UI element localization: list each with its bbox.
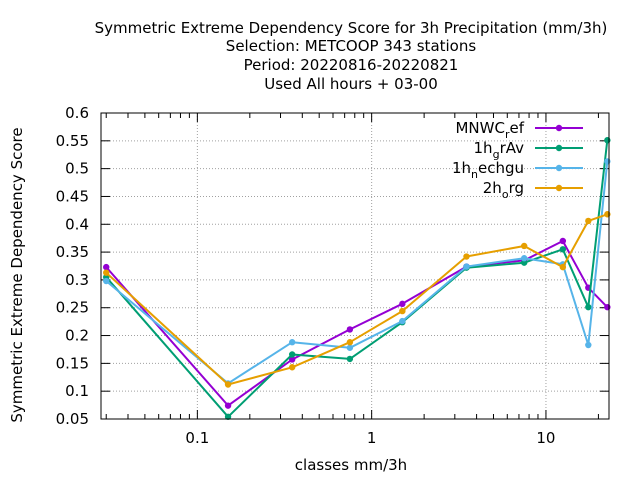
y-axis-label: Symmetric Extreme Dependency Score [8, 127, 26, 422]
axis-ticks: 0.05 0.1 0.15 0.2 0.25 0.3 0.35 0.4 0.45 0.5 0.55 0… [56, 104, 609, 447]
data-point [346, 339, 354, 346]
y-tick-label: 0.6 [65, 104, 89, 122]
legend-label: 2horg [483, 179, 524, 201]
data-point [346, 326, 354, 333]
data-point [224, 402, 232, 409]
data-point [288, 339, 296, 346]
data-point [604, 211, 611, 218]
y-tick-label: 0.35 [56, 243, 89, 261]
series-1 [103, 237, 611, 409]
chart-title: Symmetric Extreme Dependency Score for 3… [95, 19, 608, 93]
x-axis-label: classes mm/3h [295, 456, 407, 474]
data-point [288, 351, 296, 358]
legend-label: 1hnechgu [452, 159, 524, 181]
data-point [103, 263, 110, 271]
x-tick-label: 0.1 [185, 429, 209, 447]
y-tick-label: 0.05 [56, 410, 89, 428]
x-tick-label: 10 [536, 429, 555, 447]
y-tick-label: 0.55 [56, 132, 89, 150]
series-3 [103, 158, 611, 387]
data-point [399, 307, 406, 315]
plot-frame [100, 112, 610, 420]
data-point [585, 341, 592, 349]
legend-label: MNWCref [455, 119, 524, 141]
data-point [604, 137, 611, 144]
data-point [224, 381, 232, 388]
data-point [288, 356, 296, 363]
y-tick-label: 0.15 [56, 354, 89, 372]
legend-swatch-point [555, 164, 563, 172]
data-point [399, 300, 406, 308]
data-point [520, 255, 528, 262]
title-line-4: Used All hours + 03-00 [264, 75, 438, 93]
series-line [105, 140, 609, 418]
data-point [346, 355, 354, 363]
legend-label: 1hgrAv [474, 139, 525, 161]
y-tick-label: 0.25 [56, 299, 89, 317]
grid-lines [101, 113, 609, 419]
data-point [288, 364, 296, 371]
data-point [520, 242, 528, 250]
legend-swatch-point [555, 144, 563, 152]
data-point [585, 303, 592, 311]
data-point [224, 413, 232, 420]
legend-swatch-point [555, 184, 563, 192]
y-tick-label: 0.4 [65, 215, 89, 233]
y-tick-label: 0.1 [65, 382, 89, 400]
data-point [604, 158, 611, 165]
title-line-3: Period: 20220816-20220821 [244, 56, 459, 74]
data-point [463, 253, 470, 260]
series-line [105, 240, 609, 407]
data-point [103, 277, 110, 285]
series-lines [103, 137, 611, 420]
series-line [105, 213, 608, 386]
y-tick-label: 0.45 [56, 187, 89, 205]
data-point [520, 259, 528, 266]
series-2 [103, 137, 611, 420]
data-point [463, 263, 470, 270]
data-point [559, 263, 567, 271]
title-line-1: Symmetric Extreme Dependency Score for 3… [95, 19, 608, 37]
series-line [105, 161, 609, 385]
x-tick-label: 1 [367, 429, 377, 447]
data-point [346, 344, 354, 351]
data-point [604, 303, 611, 311]
data-point [399, 317, 406, 325]
data-point [559, 237, 567, 245]
y-tick-label: 0.2 [65, 327, 89, 345]
data-point [559, 246, 567, 253]
data-point [103, 269, 110, 276]
y-tick-label: 0.3 [65, 271, 89, 289]
legend-swatch-point [555, 124, 563, 132]
data-point [585, 217, 592, 225]
title-line-2: Selection: METCOOP 343 stations [226, 37, 477, 55]
y-tick-label: 0.5 [65, 160, 89, 178]
